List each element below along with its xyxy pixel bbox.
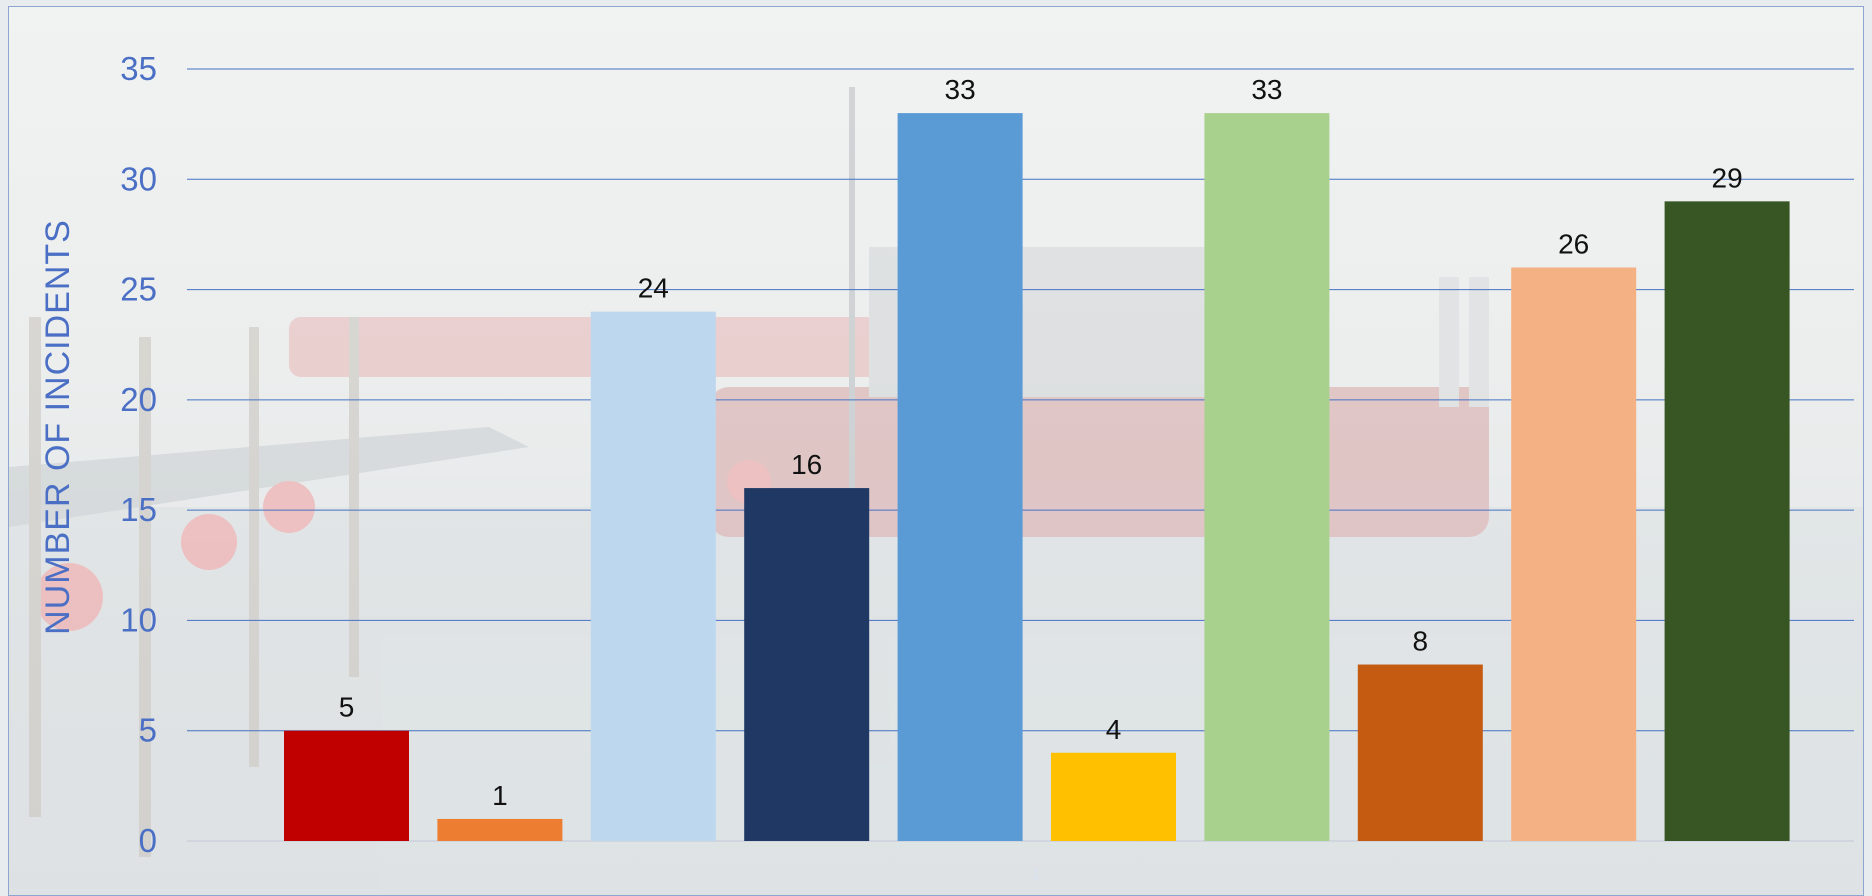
data-labels: 5 1 24 16 33 4 33 8 26 29 (339, 74, 1743, 811)
y-tick-label: 25 (120, 271, 157, 308)
bar (1051, 752, 1176, 841)
chart-frame: 0 5 10 15 20 25 30 35 5 1 24 16 33 4 33 8 26 29 NUMBER O… (8, 6, 1864, 896)
data-label: 16 (791, 449, 822, 480)
bar (1204, 113, 1330, 842)
data-label: 26 (1558, 229, 1589, 260)
data-label: 29 (1712, 162, 1743, 193)
data-label: 5 (339, 692, 355, 723)
data-label: 8 (1413, 626, 1429, 657)
bar (284, 730, 409, 841)
y-tick-label: 15 (120, 491, 157, 528)
bar (1511, 267, 1637, 841)
data-label: 4 (1106, 714, 1122, 745)
bar (437, 818, 563, 841)
bar (590, 311, 716, 842)
y-axis-ticks: 0 5 10 15 20 25 30 35 (120, 50, 157, 859)
data-label: 1 (492, 780, 508, 811)
data-label: 24 (638, 273, 669, 304)
y-tick-label: 5 (139, 712, 157, 749)
y-axis-label: NUMBER OF INCIDENTS (39, 219, 77, 635)
bar (1664, 201, 1790, 842)
data-label: 33 (1251, 74, 1282, 105)
bars (284, 113, 1790, 842)
bar (744, 488, 870, 841)
y-tick-label: 0 (139, 822, 157, 859)
y-tick-label: 20 (120, 381, 157, 418)
y-tick-label: 30 (120, 160, 157, 197)
bar (1357, 664, 1483, 841)
y-tick-label: 10 (120, 601, 157, 638)
bar (897, 113, 1023, 842)
y-tick-label: 35 (120, 50, 157, 87)
data-label: 33 (945, 74, 976, 105)
x-tick-label: 1 (1032, 866, 1041, 883)
bar-chart: 0 5 10 15 20 25 30 35 5 1 24 16 33 4 33 8 26 29 NUMBER O… (9, 50, 1863, 895)
